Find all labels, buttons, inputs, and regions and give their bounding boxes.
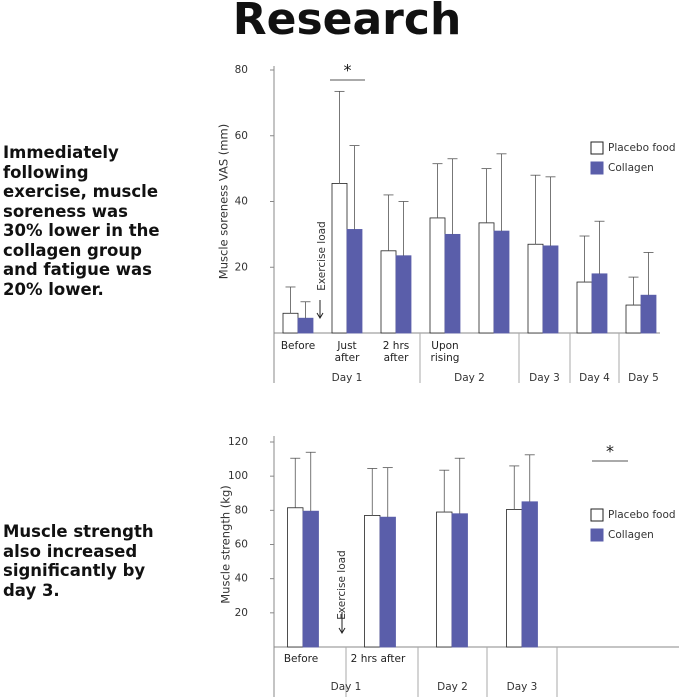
y-tick-label: 80 [235,64,248,76]
bar [287,507,304,648]
bar [444,233,461,334]
group-label: Day 2 [454,372,485,384]
x-tick-label: Before [283,653,319,665]
bar [591,273,608,334]
legend-label: Collagen [608,162,654,174]
x-tick-label: Just after [334,340,360,364]
bar [451,513,468,648]
bar [506,509,523,648]
bar [379,516,396,648]
group-label: Day 5 [628,372,659,384]
annotation: Exercise load [336,550,348,619]
y-tick-label: 40 [235,573,248,585]
bar [542,245,559,334]
group-label: Day 2 [437,681,468,693]
bar [625,304,642,334]
y-axis-label: Muscle soreness VAS (mm) [217,124,231,279]
y-tick-label: 120 [228,436,248,448]
legend-swatch [590,528,604,542]
caption: Muscle strength also increased significa… [3,522,154,600]
bar [429,217,446,334]
bar [282,312,299,334]
y-tick-label: 40 [235,196,248,208]
bar [493,230,510,334]
bar [364,515,381,648]
bar [395,255,412,334]
bar [478,222,495,334]
page-title: Research [232,0,462,45]
y-tick-label: 60 [235,539,248,551]
legend-swatch [590,141,604,155]
y-tick-label: 80 [235,504,248,516]
y-axis-label: Muscle strength (kg) [219,485,233,603]
group-label: Day 3 [529,372,560,384]
legend-swatch [590,161,604,175]
group-label: Day 4 [579,372,610,384]
bar [640,294,657,334]
bar [576,281,593,334]
legend-label: Placebo food [608,509,676,521]
y-tick-label: 100 [228,470,248,482]
significance-mark: * [606,442,614,461]
caption: Immediately following exercise, muscle s… [3,143,160,299]
bar [302,510,319,648]
bar [346,229,363,334]
x-tick-label: Upon rising [430,340,460,364]
annotation-arrowhead [338,627,346,634]
x-tick-label: 2 hrs after [350,653,406,665]
significance-mark: * [344,61,352,80]
group-label: Day 3 [507,681,538,693]
legend-swatch [590,508,604,522]
legend-label: Placebo food [608,142,676,154]
group-label: Day 1 [332,372,363,384]
group-label: Day 1 [331,681,362,693]
annotation-arrowhead [316,312,324,319]
y-tick-label: 20 [235,261,248,273]
x-tick-label: 2 hrs after [382,340,410,364]
bar [521,501,538,648]
bar [297,317,314,334]
bar [527,243,544,334]
legend-label: Collagen [608,529,654,541]
bar [380,250,397,334]
x-tick-label: Before [280,340,316,352]
y-tick-label: 60 [235,130,248,142]
bar [436,511,453,648]
annotation: Exercise load [316,221,328,290]
y-tick-label: 20 [235,607,248,619]
bar [331,183,348,334]
